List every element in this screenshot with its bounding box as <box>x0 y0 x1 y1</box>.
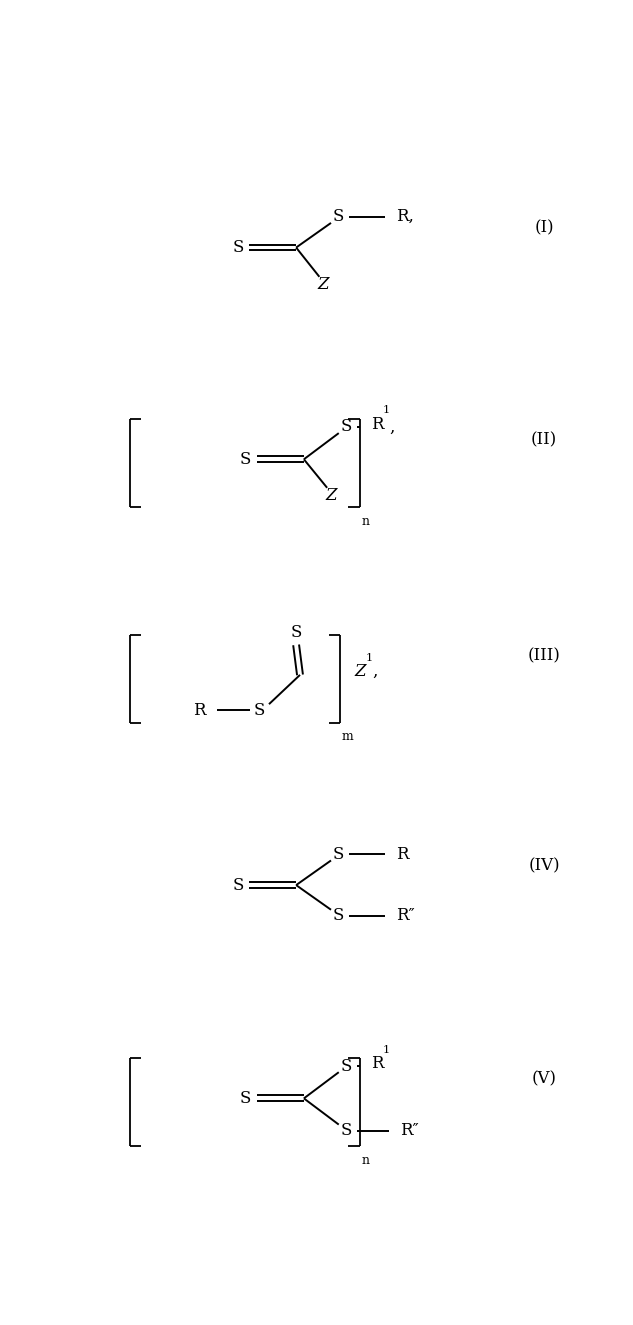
Text: 1: 1 <box>383 1044 390 1055</box>
Text: S: S <box>240 451 251 468</box>
Text: Z: Z <box>354 664 366 680</box>
Text: (II): (II) <box>531 432 557 449</box>
Text: S: S <box>291 624 302 641</box>
Text: S: S <box>341 419 352 436</box>
Text: S: S <box>240 1090 251 1106</box>
Text: (III): (III) <box>528 647 561 664</box>
Text: n: n <box>361 1154 369 1167</box>
Text: ,: , <box>372 664 377 680</box>
Text: n: n <box>361 514 369 527</box>
Text: R″: R″ <box>400 1122 418 1139</box>
Text: Z: Z <box>318 276 329 293</box>
Text: S: S <box>333 845 344 863</box>
Text: m: m <box>342 730 354 743</box>
Text: (V): (V) <box>532 1071 556 1088</box>
Text: S: S <box>341 1057 352 1075</box>
Text: R,: R, <box>396 208 414 225</box>
Text: ,: , <box>389 419 394 436</box>
Text: (IV): (IV) <box>529 857 560 874</box>
Text: S: S <box>232 877 244 893</box>
Text: S: S <box>232 238 244 256</box>
Text: (I): (I) <box>534 220 554 237</box>
Text: 1: 1 <box>383 405 390 416</box>
Text: 1: 1 <box>366 653 373 662</box>
Text: R: R <box>193 702 206 719</box>
Text: R″: R″ <box>396 908 415 925</box>
Text: S: S <box>333 208 344 225</box>
Text: R: R <box>372 416 384 433</box>
Text: Z: Z <box>325 488 337 504</box>
Text: R: R <box>396 845 408 863</box>
Text: S: S <box>254 702 265 719</box>
Text: R: R <box>372 1055 384 1072</box>
Text: S: S <box>333 908 344 925</box>
Text: S: S <box>341 1122 352 1139</box>
